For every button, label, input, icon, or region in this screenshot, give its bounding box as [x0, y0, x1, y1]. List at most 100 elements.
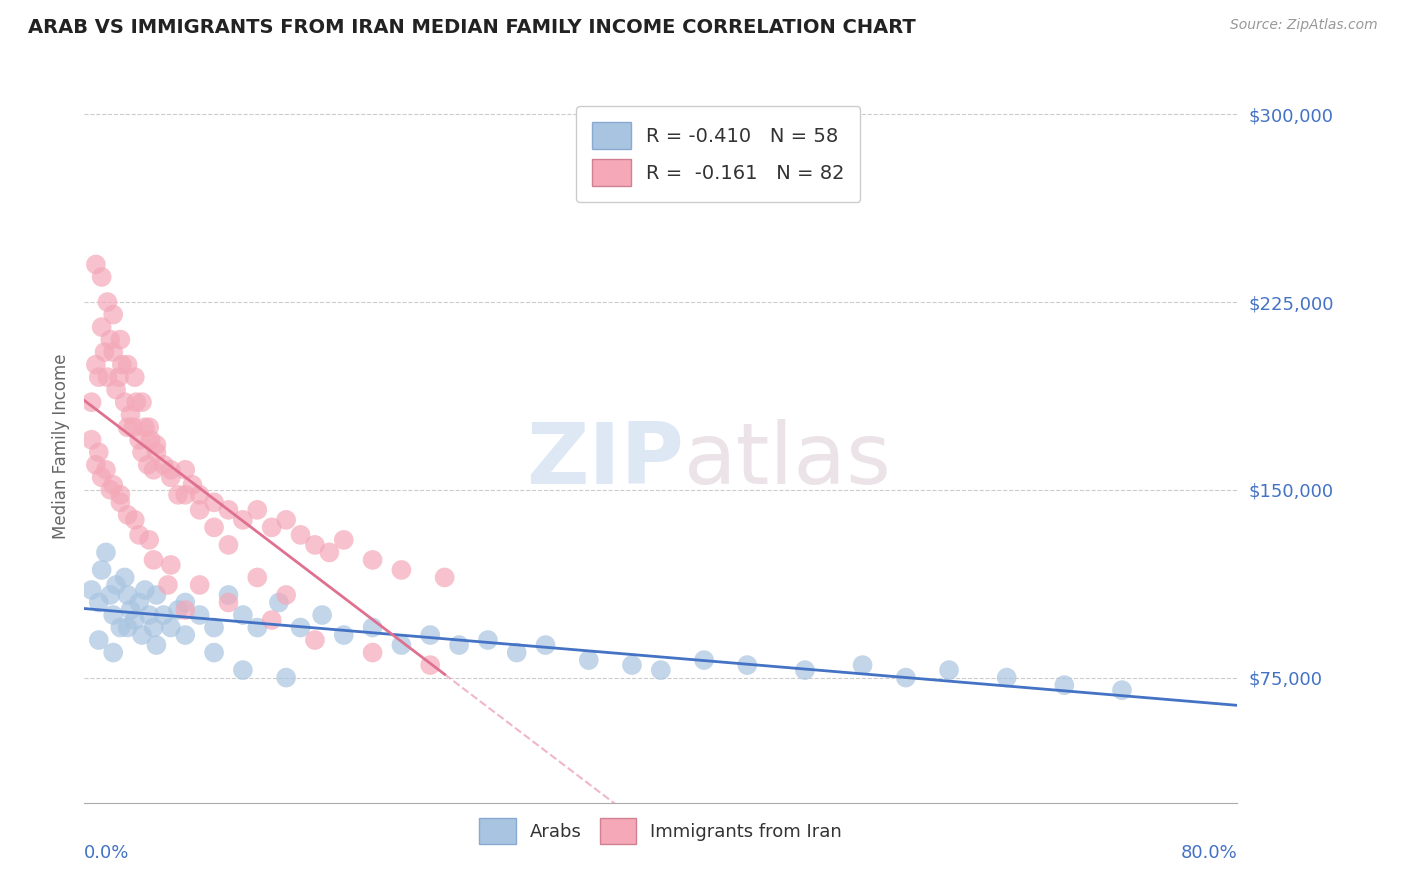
Point — [246, 570, 269, 584]
Point — [160, 621, 183, 635]
Text: 80.0%: 80.0% — [1181, 845, 1237, 863]
Point — [304, 633, 326, 648]
Point — [246, 621, 269, 635]
Text: ZIP: ZIP — [526, 418, 683, 502]
Point — [290, 621, 312, 635]
Point — [120, 603, 142, 617]
Point — [128, 528, 150, 542]
Point — [145, 588, 167, 602]
Point — [174, 488, 197, 502]
Point — [449, 638, 471, 652]
Point — [156, 578, 179, 592]
Point — [260, 520, 283, 534]
Point — [318, 545, 340, 559]
Point — [110, 495, 132, 509]
Point — [152, 458, 174, 472]
Point — [188, 578, 211, 592]
Point — [276, 671, 298, 685]
Point — [80, 433, 103, 447]
Point — [188, 488, 211, 502]
Point — [391, 638, 413, 652]
Point — [110, 333, 132, 347]
Point — [122, 420, 145, 434]
Point — [361, 646, 384, 660]
Point — [232, 663, 254, 677]
Point — [90, 270, 112, 285]
Point — [218, 588, 240, 602]
Point — [84, 458, 107, 472]
Point — [852, 658, 875, 673]
Legend: Arabs, Immigrants from Iran: Arabs, Immigrants from Iran — [472, 811, 849, 851]
Point — [98, 483, 121, 497]
Text: Source: ZipAtlas.com: Source: ZipAtlas.com — [1230, 18, 1378, 32]
Point — [276, 513, 298, 527]
Text: 0.0%: 0.0% — [84, 845, 129, 863]
Point — [110, 621, 132, 635]
Point — [202, 520, 225, 534]
Point — [128, 595, 150, 609]
Point — [114, 395, 136, 409]
Point — [117, 588, 139, 602]
Point — [188, 607, 211, 622]
Point — [333, 533, 356, 547]
Text: atlas: atlas — [683, 418, 891, 502]
Point — [218, 503, 240, 517]
Point — [103, 308, 124, 322]
Point — [304, 538, 326, 552]
Y-axis label: Median Family Income: Median Family Income — [52, 353, 70, 539]
Point — [181, 478, 204, 492]
Point — [131, 395, 153, 409]
Point — [110, 488, 132, 502]
Point — [160, 470, 183, 484]
Point — [246, 503, 269, 517]
Point — [152, 607, 174, 622]
Point — [202, 646, 225, 660]
Point — [117, 420, 139, 434]
Point — [506, 646, 529, 660]
Point — [174, 628, 197, 642]
Point — [160, 463, 183, 477]
Point — [87, 595, 110, 609]
Point — [142, 621, 165, 635]
Point — [693, 653, 716, 667]
Point — [105, 383, 128, 397]
Point — [794, 663, 817, 677]
Point — [650, 663, 672, 677]
Point — [419, 628, 441, 642]
Point — [98, 588, 121, 602]
Point — [260, 613, 283, 627]
Point — [98, 333, 121, 347]
Point — [333, 628, 356, 642]
Point — [134, 420, 156, 434]
Point — [90, 470, 112, 484]
Point — [534, 638, 557, 652]
Point — [477, 633, 499, 648]
Point — [124, 513, 146, 527]
Point — [93, 345, 115, 359]
Point — [84, 358, 107, 372]
Point — [96, 295, 118, 310]
Point — [128, 433, 150, 447]
Point — [167, 603, 190, 617]
Point — [103, 478, 124, 492]
Point — [737, 658, 759, 673]
Point — [202, 495, 225, 509]
Point — [139, 433, 162, 447]
Point — [202, 621, 225, 635]
Point — [125, 395, 148, 409]
Point — [96, 370, 118, 384]
Point — [87, 370, 110, 384]
Point — [232, 607, 254, 622]
Point — [433, 570, 456, 584]
Point — [311, 607, 333, 622]
Point — [290, 528, 312, 542]
Point — [108, 370, 131, 384]
Point — [94, 545, 117, 559]
Point — [391, 563, 413, 577]
Point — [134, 582, 156, 597]
Point — [267, 595, 290, 609]
Point — [103, 646, 124, 660]
Point — [138, 533, 160, 547]
Point — [142, 463, 165, 477]
Point — [117, 621, 139, 635]
